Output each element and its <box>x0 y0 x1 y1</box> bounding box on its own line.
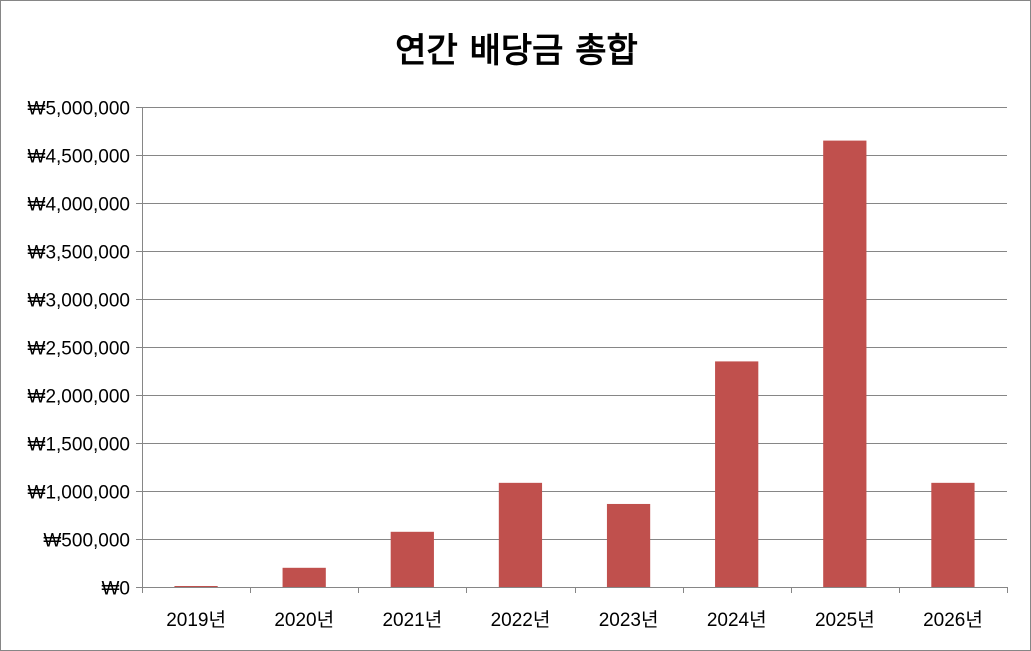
y-tick-label: ₩1,500,000 <box>28 435 130 456</box>
y-tick-label: ₩1,000,000 <box>28 483 130 504</box>
x-tick-label: 2024년 <box>707 609 767 631</box>
bar-2026년 <box>931 482 975 587</box>
y-tick-label: ₩5,000,000 <box>28 99 130 120</box>
x-tick-label: 2023년 <box>599 609 659 631</box>
y-tick-label: ₩0 <box>102 579 131 600</box>
chart-title: 연간 배당금 총합 <box>395 31 638 71</box>
y-tick-label: ₩4,500,000 <box>28 147 130 168</box>
x-tick-label: 2025년 <box>815 609 875 631</box>
x-tick-label: 2022년 <box>491 609 551 631</box>
bar-2024년 <box>715 361 759 587</box>
y-tick-label: ₩3,500,000 <box>28 243 130 264</box>
y-tick-label: ₩2,000,000 <box>28 387 130 408</box>
bar-2023년 <box>606 503 651 587</box>
y-tick-label: ₩4,000,000 <box>28 195 130 216</box>
x-tick-label: 2026년 <box>923 609 983 631</box>
bar-2021년 <box>390 531 434 587</box>
bar-2025년 <box>823 140 867 587</box>
x-tick-label: 2020년 <box>274 609 334 631</box>
y-tick-label: ₩3,000,000 <box>28 291 130 312</box>
x-tick-label: 2019년 <box>166 609 226 631</box>
y-tick-label: ₩500,000 <box>43 531 130 552</box>
bar-2020년 <box>282 567 326 587</box>
bar-2019년 <box>174 586 218 587</box>
y-tick-label: ₩2,500,000 <box>28 339 130 360</box>
bar-2022년 <box>498 482 543 587</box>
x-tick-label: 2021년 <box>382 609 442 631</box>
